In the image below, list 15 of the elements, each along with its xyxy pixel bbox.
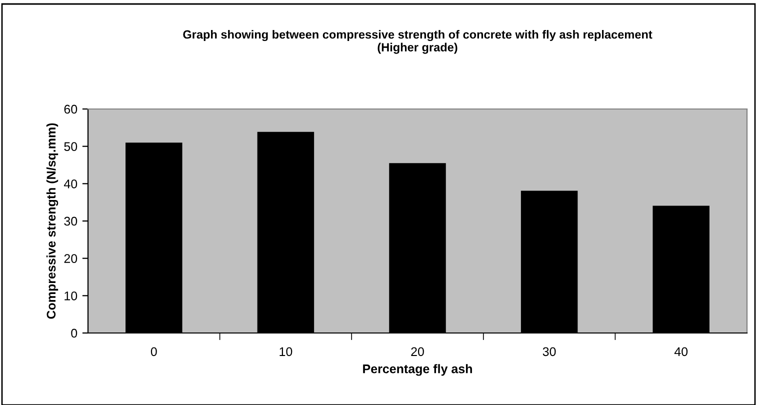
y-axis-title: Compressive strength (N/sq.mm) bbox=[46, 123, 58, 319]
y-tick-label: 40 bbox=[64, 179, 78, 188]
x-tick-label: 40 bbox=[674, 347, 688, 356]
x-tick-label: 30 bbox=[542, 347, 556, 356]
x-axis-title: Percentage fly ash bbox=[363, 364, 472, 376]
y-tick-label: 30 bbox=[64, 216, 78, 226]
x-tick-label: 20 bbox=[411, 347, 424, 356]
y-tick-label: 50 bbox=[64, 142, 78, 151]
y-tick-label: 10 bbox=[64, 291, 78, 300]
x-tick-label: 0 bbox=[150, 347, 157, 356]
chart-title: Graph showing between compressive strength of concrete with fly ash replacement (Higher grade) bbox=[183, 30, 652, 54]
y-tick-label: 60 bbox=[64, 104, 78, 114]
y-tick-label: 0 bbox=[71, 328, 78, 338]
x-tick-label: 10 bbox=[280, 347, 292, 356]
y-tick-label: 20 bbox=[64, 254, 78, 263]
